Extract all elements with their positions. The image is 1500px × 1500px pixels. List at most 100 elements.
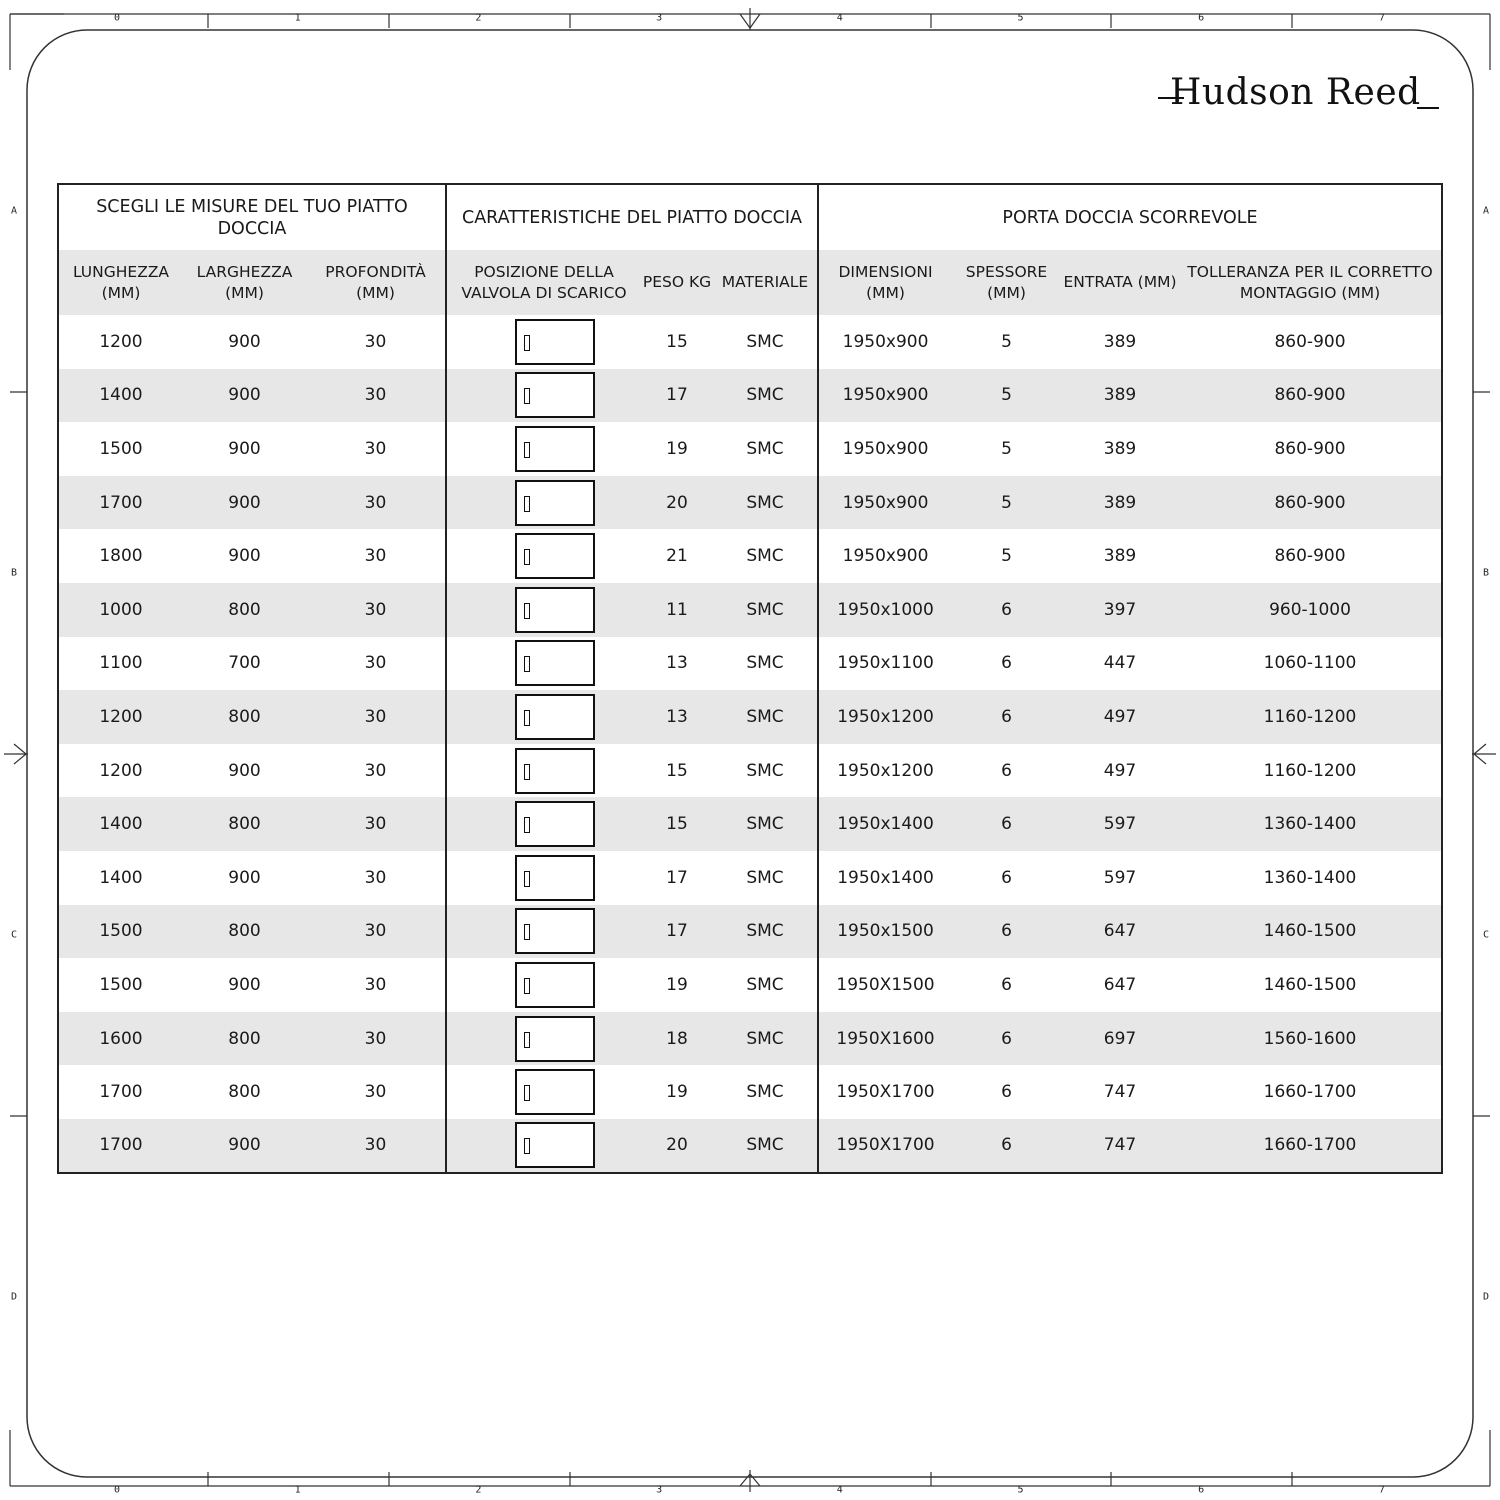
drain-valve-position-icon	[515, 854, 595, 901]
table-cell: 647	[1103, 974, 1137, 995]
table-cell: 6	[1001, 867, 1012, 888]
table-row: 1100 700 30 13 SMC 1950x1100 6 447 1060-1100	[58, 636, 1442, 691]
table-row: 1200 800 30 13 SMC 1950x1200 6 497 1160-1200	[58, 690, 1442, 744]
table-cell: SMC	[746, 599, 784, 620]
drain-valve-position-icon	[515, 318, 595, 365]
table-cell: 697	[1103, 1028, 1137, 1049]
valve-position-cell	[445, 422, 641, 476]
table-cell: 13	[666, 653, 688, 674]
table-cell: 860-900	[1274, 331, 1346, 352]
table-cell: 19	[666, 438, 688, 459]
table-cell: 900	[228, 331, 261, 352]
table-cell: SMC	[746, 760, 784, 781]
table-cell: 1800	[99, 546, 143, 567]
table-cell: 1950x1500	[817, 904, 953, 959]
frame-marker: 1	[294, 12, 301, 24]
frame-marker: 0	[113, 1484, 121, 1496]
valve-position-cell	[445, 1118, 641, 1173]
frame-marker: C	[10, 929, 18, 941]
table-cell: 900	[228, 438, 261, 459]
drain-valve-position-icon	[515, 961, 595, 1008]
drain-valve-position-icon	[515, 1069, 595, 1116]
table-cell: 30	[364, 492, 387, 513]
table-cell: 800	[228, 1028, 261, 1049]
table-cell: 20	[666, 492, 688, 513]
frame-marker: 6	[1198, 1484, 1205, 1496]
table-cell: 30	[364, 385, 387, 406]
table-cell: 15	[666, 760, 688, 781]
column-header: LARGHEZZA (MM)	[183, 250, 306, 315]
table-cell: 900	[228, 1135, 261, 1156]
table-cell: 1950x1400	[817, 850, 953, 905]
table-cell: 389	[1103, 331, 1137, 352]
table-cell: 30	[364, 331, 387, 352]
drain-valve-position-icon	[515, 801, 595, 848]
table-cell: 1600	[99, 1028, 143, 1049]
table-cell: SMC	[746, 331, 784, 352]
frame-marker: 2	[475, 1484, 482, 1496]
valve-position-cell	[445, 368, 641, 423]
table-cell: 6	[1001, 1135, 1012, 1156]
frame-marker: A	[10, 205, 18, 217]
table-cell: 1700	[99, 492, 143, 513]
table-cell: 900	[228, 974, 261, 995]
table-cell: 397	[1103, 599, 1137, 620]
table-cell: 1460-1500	[1263, 974, 1357, 995]
table-cell: SMC	[746, 653, 784, 674]
table-cell: 1500	[99, 974, 143, 995]
table-cell: 17	[666, 921, 688, 942]
table-cell: 20	[666, 1135, 688, 1156]
drain-valve-position-icon	[515, 533, 595, 580]
frame-marker: 3	[656, 12, 663, 24]
table-cell: 1160-1200	[1263, 706, 1357, 727]
table-cell: 6	[1001, 706, 1012, 727]
valve-position-cell	[445, 904, 641, 959]
valve-position-cell	[445, 690, 641, 744]
table-cell: 1500	[99, 438, 143, 459]
frame-marker: 7	[1378, 12, 1385, 24]
table-row: 1700 900 30 20 SMC 1950X1700 6 747 1660-1700	[58, 1118, 1442, 1173]
drain-valve-position-icon	[515, 372, 595, 419]
table-cell: 1400	[99, 814, 143, 835]
table-cell: 497	[1103, 706, 1137, 727]
table-cell: SMC	[746, 921, 784, 942]
frame-marker: 5	[1017, 1484, 1024, 1496]
table-cell: 18	[666, 1028, 688, 1049]
table-cell: 6	[1001, 653, 1012, 674]
table-cell: 30	[364, 546, 387, 567]
table-cell: 15	[666, 331, 688, 352]
table-cell: 1200	[99, 331, 143, 352]
table-cell: 1000	[99, 599, 143, 620]
valve-position-cell	[445, 743, 641, 798]
table-cell: 1660-1700	[1263, 1082, 1357, 1103]
table-cell: 1360-1400	[1263, 867, 1357, 888]
valve-position-cell	[445, 315, 641, 369]
table-cell: 1160-1200	[1263, 760, 1357, 781]
table-row: 1700 900 30 20 SMC 1950x900 5 389 860-900	[58, 475, 1442, 530]
table-cell: 11	[666, 599, 688, 620]
table-cell: 1950X1500	[817, 958, 953, 1012]
table-cell: 900	[228, 546, 261, 567]
table-cell: 17	[666, 867, 688, 888]
table-cell: 1200	[99, 706, 143, 727]
table-cell: 19	[666, 1082, 688, 1103]
table-cell: 5	[1001, 385, 1012, 406]
column-header: ENTRATA (MM)	[1061, 250, 1180, 315]
drain-valve-position-icon	[515, 1122, 595, 1169]
table-cell: 30	[364, 974, 387, 995]
table-cell: 30	[364, 438, 387, 459]
table-row: 1400 900 30 17 SMC 1950x900 5 389 860-900	[58, 368, 1442, 423]
table-row: 1500 800 30 17 SMC 1950x1500 6 647 1460-1500	[58, 904, 1442, 959]
hudson-reed-logo: Hudson Reed	[1158, 72, 1439, 113]
frame-marker: 6	[1198, 12, 1205, 24]
table-cell: 1060-1100	[1263, 653, 1357, 674]
table-row: 1200 900 30 15 SMC 1950x900 5 389 860-900	[58, 315, 1442, 369]
table-cell: 647	[1103, 921, 1137, 942]
table-cell: 30	[364, 599, 387, 620]
table-cell: 30	[364, 867, 387, 888]
table-cell: 6	[1001, 974, 1012, 995]
table-cell: SMC	[746, 1028, 784, 1049]
drain-valve-position-icon	[515, 425, 595, 472]
table-cell: 800	[228, 921, 261, 942]
table-cell: 1950x900	[817, 368, 953, 423]
